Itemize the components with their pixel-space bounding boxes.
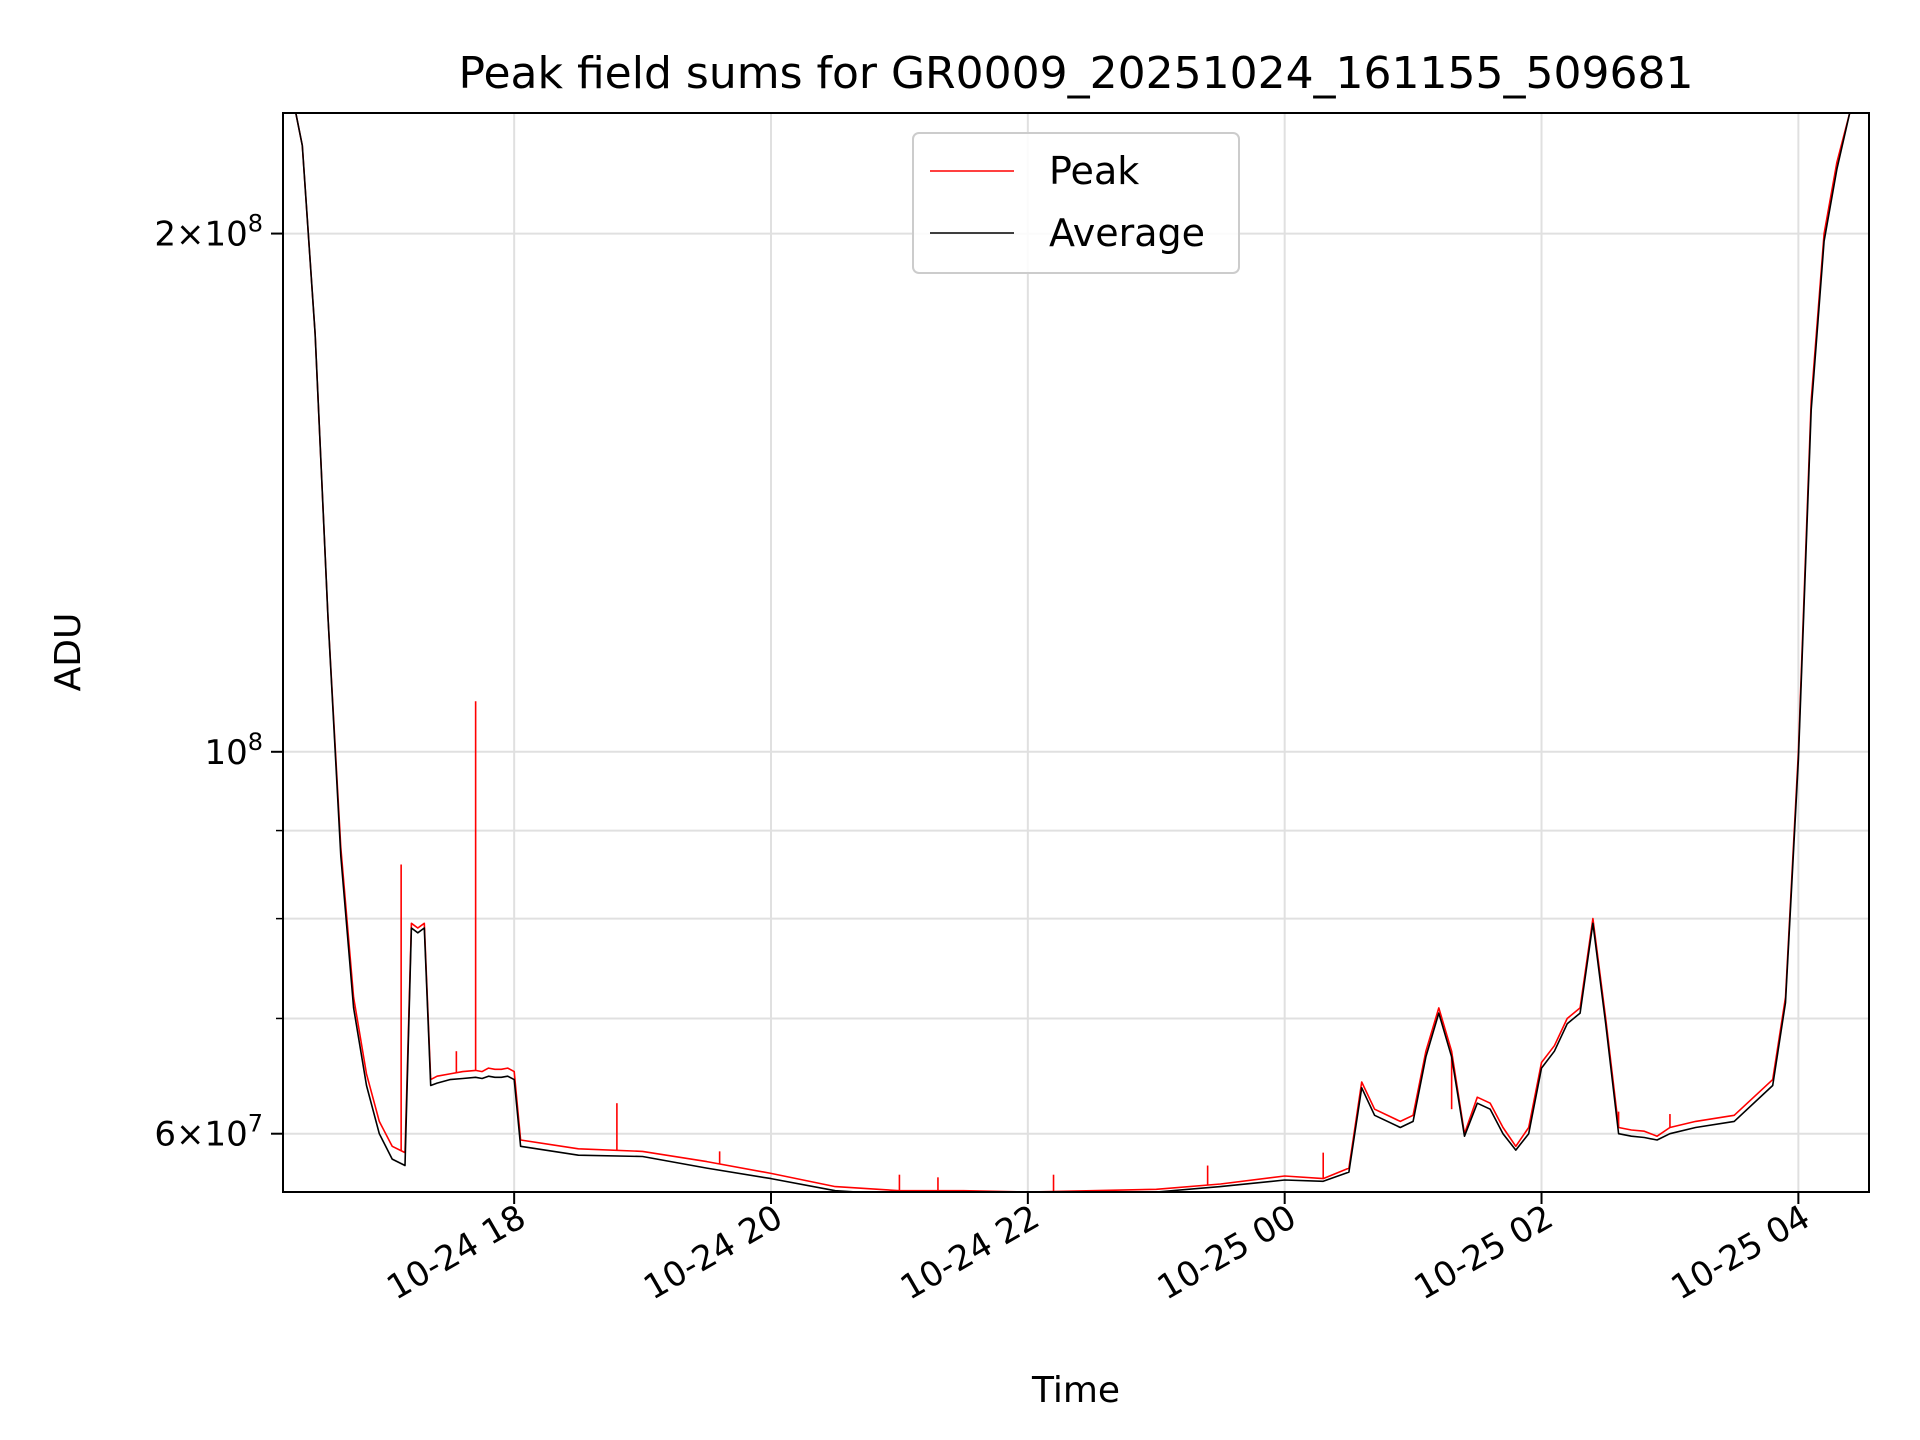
series-layer: [283, 113, 1869, 1192]
y-tick-label: 6×107: [154, 1110, 263, 1155]
y-tick-label: 108: [204, 728, 263, 773]
x-axis-title: Time: [1031, 1370, 1120, 1411]
legend-frame: [912, 132, 1240, 274]
plot-frame: [282, 112, 1870, 1193]
legend-average-label: Average: [1049, 211, 1205, 255]
legend: Peak Average: [912, 132, 1240, 274]
peak-line: [283, 113, 1869, 1192]
series-average: [283, 113, 1869, 1192]
average-line: [283, 113, 1869, 1192]
y-tick-label: 2×108: [154, 210, 263, 255]
y-axis-title: ADU: [48, 613, 89, 692]
chart-title: Peak field sums for GR0009_20251024_1611…: [459, 48, 1694, 99]
legend-peak-label: Peak: [1049, 149, 1139, 193]
